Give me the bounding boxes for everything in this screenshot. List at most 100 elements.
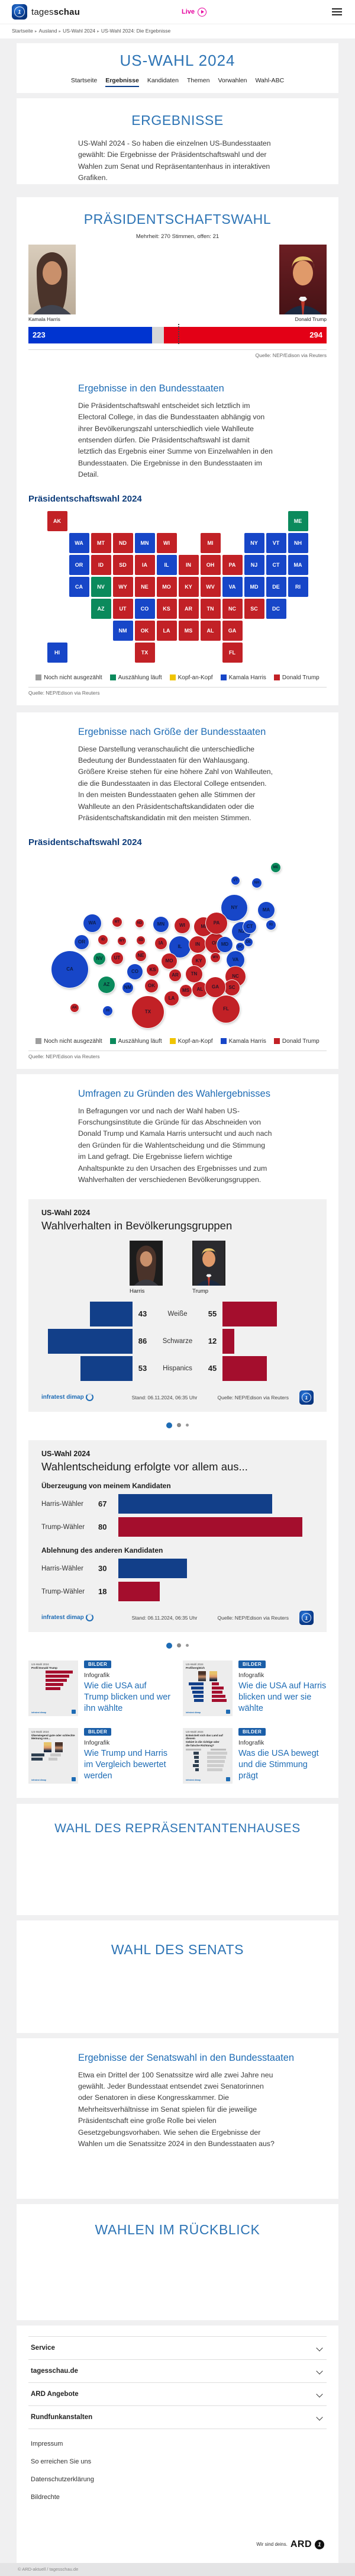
state-bubble-ND[interactable]: ND: [135, 918, 144, 927]
state-tile-NE[interactable]: NE: [134, 576, 155, 597]
tagesschau-logo[interactable]: 1 tagesschau: [12, 4, 80, 20]
state-tile-AL[interactable]: AL: [200, 620, 221, 641]
state-tile-DE[interactable]: DE: [266, 576, 286, 597]
teaser-card[interactable]: US-Wahl 2024 Profilvergleich infratest dim…: [183, 1660, 327, 1716]
state-bubble-WY[interactable]: WY: [118, 936, 126, 945]
state-bubble-UT[interactable]: UT: [111, 952, 123, 964]
state-bubble-OK[interactable]: OK: [145, 979, 158, 993]
state-tile-MS[interactable]: MS: [178, 620, 199, 641]
state-bubble-WA[interactable]: WA: [83, 914, 101, 932]
live-button[interactable]: Live: [182, 7, 207, 17]
carousel-dot-3[interactable]: [186, 1424, 189, 1427]
state-tile-SD[interactable]: SD: [112, 554, 133, 575]
state-tile-SC[interactable]: SC: [244, 598, 264, 619]
state-bubble-ME[interactable]: ME: [271, 862, 280, 872]
trump-votes-bar[interactable]: 294: [163, 326, 327, 343]
state-tile-VT[interactable]: VT: [266, 532, 286, 553]
footer-accordion-rundfunkanstalten[interactable]: Rundfunkanstalten: [28, 2406, 327, 2429]
state-bubble-AL[interactable]: AL: [192, 981, 208, 997]
carousel-dot-3[interactable]: [186, 1644, 189, 1647]
state-tile-ID[interactable]: ID: [91, 554, 111, 575]
state-bubble-MA[interactable]: MA: [258, 901, 275, 918]
senatswahl-heading[interactable]: Ergebnisse der Senatswahl in den Bundess…: [78, 2052, 295, 2063]
state-tile-MN[interactable]: MN: [134, 532, 155, 553]
state-bubble-NY[interactable]: NY: [221, 894, 247, 921]
state-tile-ND[interactable]: ND: [112, 532, 133, 553]
teaser-title[interactable]: Wie die USA auf Harris blicken und wer s…: [238, 1681, 327, 1713]
state-bubble-CO[interactable]: CO: [127, 963, 143, 979]
footer-link[interactable]: Datenschutzerklärung: [31, 2475, 95, 2483]
state-tile-LA[interactable]: LA: [156, 620, 177, 641]
state-tile-VA[interactable]: VA: [222, 576, 243, 597]
state-tile-PA[interactable]: PA: [222, 554, 243, 575]
teaser-thumbnail-trump-profile[interactable]: US-Wahl 2024 Profil Donald Trump infratest…: [28, 1660, 78, 1716]
bundesstaaten-heading[interactable]: Ergebnisse in den Bundesstaaten: [78, 383, 224, 394]
umfragen-heading[interactable]: Umfragen zu Gründen des Wahlergebnisses: [78, 1088, 270, 1099]
breadcrumb-item[interactable]: Startseite: [12, 28, 33, 34]
state-bubble-MD[interactable]: MD: [217, 936, 233, 952]
state-bubble-WI[interactable]: WI: [175, 917, 190, 933]
state-bubble-GA[interactable]: GA: [205, 977, 225, 997]
teaser-thumbnail-compare[interactable]: US-Wahl 2024 Profilvergleich infratest dim…: [183, 1660, 233, 1716]
state-tile-OR[interactable]: OR: [69, 554, 89, 575]
carousel-dot-1[interactable]: [166, 1642, 172, 1649]
state-bubble-RI[interactable]: RI: [266, 920, 276, 930]
state-tile-MO[interactable]: MO: [156, 576, 177, 597]
state-tile-FL[interactable]: FL: [222, 642, 243, 663]
carousel-dot-2[interactable]: [177, 1643, 181, 1648]
state-bubble-NH[interactable]: NH: [252, 878, 262, 888]
state-tile-AZ[interactable]: AZ: [91, 598, 111, 619]
state-bubble-IN[interactable]: IN: [189, 936, 206, 953]
state-tile-NY[interactable]: NY: [244, 532, 264, 553]
state-bubble-SD[interactable]: SD: [137, 936, 145, 945]
teaser-title[interactable]: Wie Trump und Harris im Vergleich bewert…: [84, 1748, 168, 1781]
teaser-card[interactable]: US-Wahl 2024 Profil Donald Trump infratest…: [28, 1660, 172, 1716]
state-tile-HI[interactable]: HI: [47, 642, 67, 663]
breadcrumb-item[interactable]: Ausland: [38, 28, 57, 34]
state-bubble-TX[interactable]: TX: [132, 995, 164, 1028]
state-bubble-DC[interactable]: DC: [236, 942, 244, 951]
carousel-dot-2[interactable]: [177, 1423, 181, 1428]
state-bubble-DE[interactable]: DE: [244, 937, 253, 946]
state-tile-NM[interactable]: NM: [112, 620, 133, 641]
state-bubble-IA[interactable]: IA: [155, 937, 167, 949]
tab-vorwahlen[interactable]: Vorwahlen: [218, 77, 247, 84]
state-bubble-NE[interactable]: NE: [135, 950, 146, 961]
state-tile-CO[interactable]: CO: [134, 598, 155, 619]
state-tile-CA[interactable]: CA: [69, 576, 89, 597]
teaser-title[interactable]: Was die USA bewegt und die Stimmung präg…: [238, 1748, 319, 1781]
footer-link[interactable]: So erreichen Sie uns: [31, 2458, 92, 2465]
tab-kandidaten[interactable]: Kandidaten: [147, 77, 179, 84]
state-tile-NV[interactable]: NV: [91, 576, 111, 597]
state-tile-AK[interactable]: AK: [47, 510, 67, 531]
state-bubble-ID[interactable]: ID: [98, 934, 108, 945]
teaser-thumbnail-rating[interactable]: US-Wahl 2024 Überwiegend gute oder schlec…: [28, 1727, 78, 1784]
state-bubble-LA[interactable]: LA: [164, 991, 179, 1006]
state-tile-IL[interactable]: IL: [156, 554, 177, 575]
state-tile-IA[interactable]: IA: [134, 554, 155, 575]
state-tile-OK[interactable]: OK: [134, 620, 155, 641]
state-tile-RI[interactable]: RI: [288, 576, 308, 597]
groesse-heading[interactable]: Ergebnisse nach Größe der Bundesstaaten: [78, 726, 266, 737]
state-tile-WY[interactable]: WY: [112, 576, 133, 597]
state-tile-NJ[interactable]: NJ: [244, 554, 264, 575]
state-tile-AR[interactable]: AR: [178, 598, 199, 619]
state-tile-CT[interactable]: CT: [266, 554, 286, 575]
state-tile-NH[interactable]: NH: [288, 532, 308, 553]
menu-button[interactable]: [330, 6, 344, 18]
state-bubble-AK[interactable]: AK: [70, 1003, 79, 1012]
state-bubble-TN[interactable]: TN: [186, 965, 202, 982]
teaser-card[interactable]: US-Wahl 2024 Überwiegend gute oder schlec…: [28, 1727, 172, 1784]
state-bubble-CT[interactable]: CT: [243, 920, 256, 933]
state-tile-KY[interactable]: KY: [178, 576, 199, 597]
tab-startseite[interactable]: Startseite: [70, 77, 98, 84]
footer-accordion-service[interactable]: Service: [28, 2336, 327, 2360]
state-tile-MI[interactable]: MI: [200, 532, 221, 553]
footer-link[interactable]: Bildrechte: [31, 2493, 60, 2501]
state-tile-IN[interactable]: IN: [178, 554, 199, 575]
state-tile-UT[interactable]: UT: [112, 598, 133, 619]
carousel-dot-1[interactable]: [166, 1422, 172, 1428]
tab-wahl-abc[interactable]: Wahl-ABC: [255, 77, 285, 84]
state-bubble-FL[interactable]: FL: [212, 995, 240, 1023]
tab-themen[interactable]: Themen: [186, 77, 210, 84]
